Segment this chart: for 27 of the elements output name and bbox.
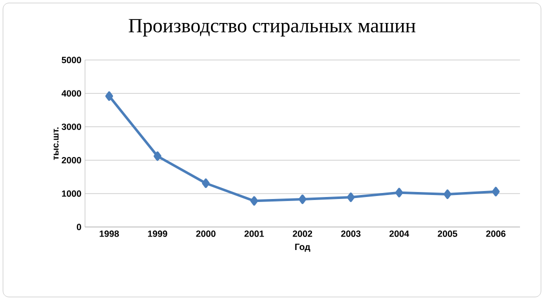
y-tick-label: 0 <box>76 224 82 230</box>
x-tick-label: 2003 <box>341 230 360 237</box>
point <box>154 151 162 161</box>
y-tick-label: 5000 <box>62 56 82 64</box>
point <box>105 91 114 101</box>
y-tick-label: 3000 <box>62 124 82 130</box>
chart-title: Производство стиральных машин <box>128 19 416 36</box>
x-tick-label: 2006 <box>486 230 506 237</box>
x-tick-label: 1999 <box>148 230 168 237</box>
y-tick-label: 1000 <box>62 190 82 197</box>
point <box>395 188 404 198</box>
y-tick-label: 2000 <box>62 157 82 164</box>
point <box>202 178 210 188</box>
point <box>492 186 500 196</box>
x-tick-label: 1998 <box>100 230 119 237</box>
point <box>298 194 306 204</box>
x-tick-label: 2001 <box>244 230 264 237</box>
x-axis-title: Год <box>295 244 310 252</box>
x-tick-label: 2005 <box>438 230 458 237</box>
point <box>444 190 452 200</box>
y-tick-label: 4000 <box>62 90 82 97</box>
x-tick-label: 2000 <box>196 230 216 237</box>
y-axis-title: тыс.шт. <box>54 127 59 160</box>
x-tick-label: 2002 <box>292 230 312 237</box>
point <box>250 196 258 206</box>
point <box>346 192 355 202</box>
x-tick-label: 2004 <box>389 230 410 237</box>
